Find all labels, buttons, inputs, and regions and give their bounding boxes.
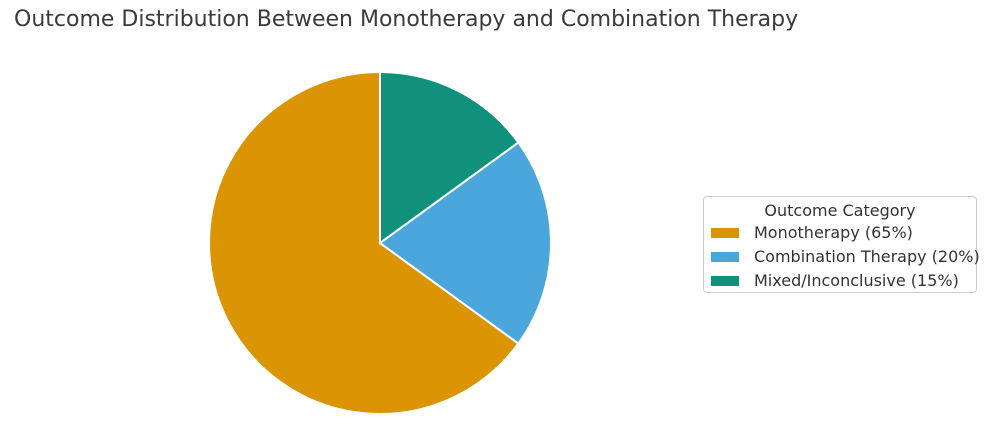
chart-title: Outcome Distribution Between Monotherapy… bbox=[14, 7, 799, 32]
legend-swatch-combination-therapy bbox=[711, 252, 739, 262]
legend-swatch-mixed-inconclusive bbox=[711, 276, 739, 286]
legend-title: Outcome Category bbox=[764, 201, 916, 220]
pie-slice-combination-therapy bbox=[378, 141, 552, 345]
legend: Outcome Category Monotherapy (65%) Combi… bbox=[703, 196, 980, 293]
pie-slice-monotherapy bbox=[207, 70, 520, 415]
legend-label-mixed-inconclusive: Mixed/Inconclusive (15%) bbox=[754, 271, 959, 290]
pie-slice-mixed-inconclusive bbox=[379, 70, 520, 245]
legend-item: Monotherapy (65%) bbox=[711, 221, 969, 245]
legend-item: Mixed/Inconclusive (15%) bbox=[711, 269, 969, 293]
legend-label-combination-therapy: Combination Therapy (20%) bbox=[754, 247, 980, 266]
legend-label-monotherapy: Monotherapy (65%) bbox=[754, 223, 913, 242]
legend-item: Combination Therapy (20%) bbox=[711, 245, 980, 269]
legend-swatch-monotherapy bbox=[711, 228, 739, 238]
